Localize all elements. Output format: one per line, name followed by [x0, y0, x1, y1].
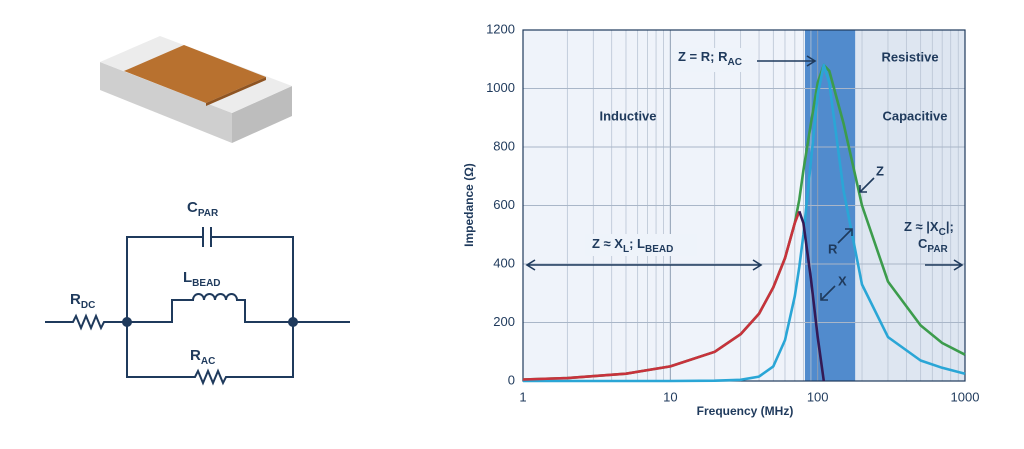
y-tick-label: 800 [493, 138, 515, 153]
circuit-label: CPAR [187, 199, 219, 219]
axes: Frequency (MHz) Impedance (Ω) 1 10 100 1000… [462, 21, 979, 418]
chip-illustration [100, 36, 292, 143]
curve-label: Z [876, 163, 884, 178]
x-tick-label: 1 [519, 389, 526, 404]
series-line [522, 210, 801, 381]
y-tick-label: 1200 [486, 21, 515, 36]
annotation: Z ≈ XL; LBEAD [592, 236, 673, 254]
curve-label: X [838, 273, 847, 288]
x-tick-label: 1000 [951, 389, 980, 404]
annotation: Z ≈ |XC|; CPAR [904, 219, 954, 254]
y-tick-label: 600 [493, 197, 515, 212]
region-label: Capacitive [882, 108, 947, 123]
plot-background [522, 29, 966, 382]
series-line [798, 210, 826, 382]
y-axis-title: Impedance (Ω) [462, 163, 476, 247]
plot-frame [522, 29, 966, 382]
y-tick-label: 1000 [486, 80, 515, 95]
x-tick-label: 100 [807, 389, 829, 404]
y-tick-label: 200 [493, 314, 515, 329]
curve-label: R [828, 241, 838, 256]
x-axis-title: Frequency (MHz) [697, 404, 794, 418]
circuit-label: RDC [70, 291, 95, 311]
plot-annotations: Inductive Resistive Capacitive Z ≈ XL; L… [525, 48, 964, 301]
circuit-label: LBEAD [183, 269, 221, 289]
annotation: Z = R; RAC [678, 49, 742, 67]
circuit-label: RAC [190, 347, 215, 367]
y-tick-label: 0 [508, 372, 515, 387]
series-line [523, 63, 966, 383]
y-tick-label: 400 [493, 255, 515, 270]
region-label: Inductive [599, 108, 656, 123]
region-label: Resistive [881, 49, 938, 64]
circuit: CPAR LBEAD RDC RAC [45, 199, 350, 386]
plot-curves [522, 63, 966, 383]
x-tick-label: 10 [663, 389, 677, 404]
